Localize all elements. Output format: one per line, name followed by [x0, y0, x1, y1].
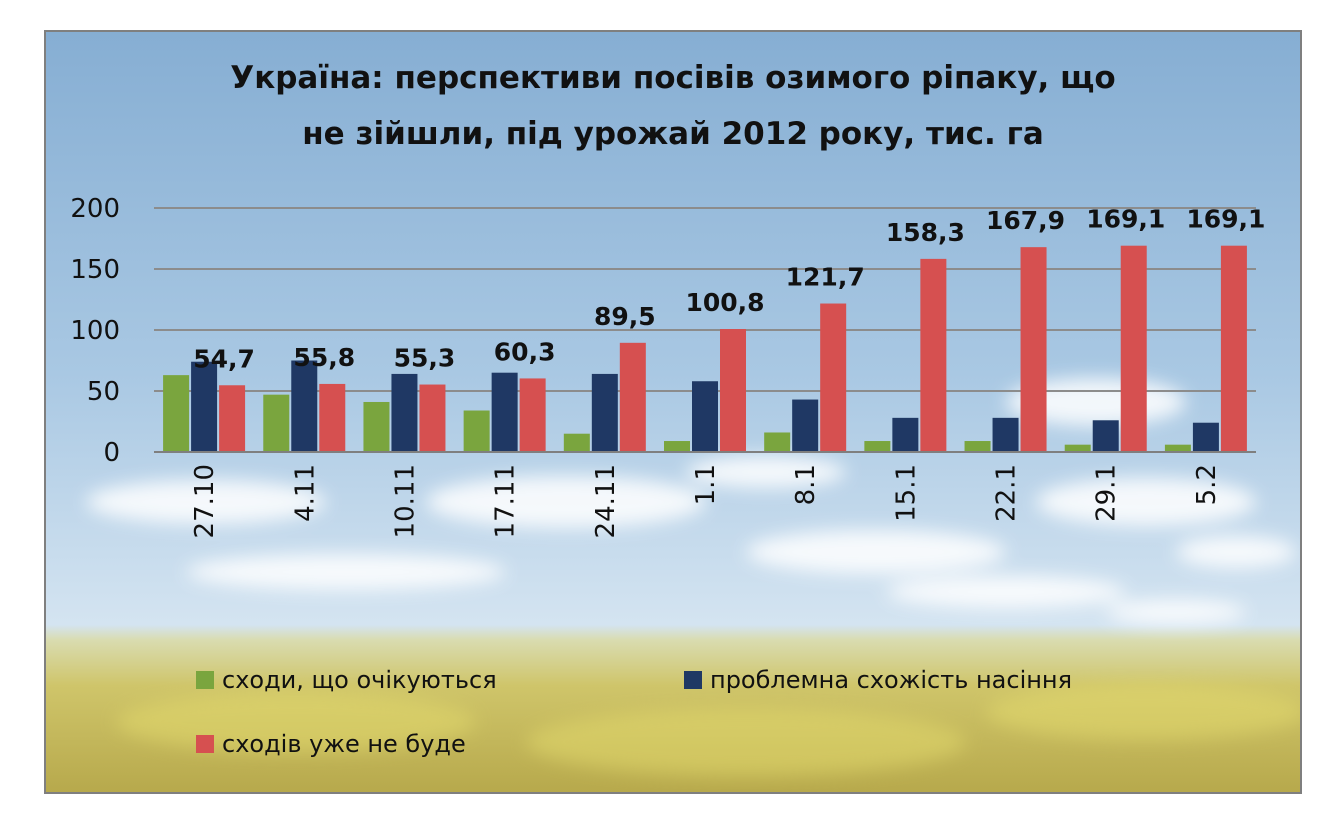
legend-item-lost: сходів уже не буде: [196, 730, 466, 758]
legend-swatch-problem: [684, 671, 702, 689]
bar-s3-8.1: [820, 303, 847, 452]
x-tick-label: 22.1: [992, 464, 1022, 522]
bar-s3-29.1: [1120, 245, 1147, 452]
data-label: 60,3: [494, 337, 556, 366]
data-label: 89,5: [594, 302, 656, 331]
bar-s1-1.1: [664, 441, 690, 452]
bar-s1-27.10: [163, 375, 190, 452]
bar-s1-29.1: [1064, 444, 1091, 452]
bar-s3-5.2: [1220, 245, 1247, 452]
bar-s2-8.1: [792, 399, 819, 452]
data-label: 167,9: [986, 206, 1065, 235]
x-tick-label: 8.1: [791, 464, 821, 505]
bar-s1-4.11: [263, 394, 290, 452]
bar-s2-24.11: [591, 373, 618, 452]
data-label: 121,7: [786, 263, 865, 292]
bar-s3-15.1: [920, 258, 947, 452]
bar-s3-1.1: [720, 329, 746, 452]
data-label: 100,8: [685, 288, 764, 317]
bar-s2-27.10: [191, 361, 218, 452]
data-label: 54,7: [193, 344, 255, 373]
bar-s1-24.11: [563, 433, 590, 452]
bar-s1-8.1: [764, 432, 791, 452]
data-label: 55,3: [394, 344, 456, 373]
y-tick-label: 0: [103, 438, 120, 468]
bar-s3-27.10: [219, 385, 246, 452]
chart-title-line-1: Україна: перспективи посівів озимого ріп…: [230, 60, 1116, 96]
y-tick-label: 200: [70, 194, 120, 224]
x-tick-label: 15.1: [891, 464, 921, 522]
legend-label-expected: сходи, що очікуються: [222, 666, 497, 694]
bar-s2-1.1: [692, 381, 718, 452]
x-tick-label: 29.1: [1092, 464, 1122, 522]
bar-s1-5.2: [1164, 444, 1191, 452]
data-label: 158,3: [886, 218, 965, 247]
bar-s2-10.11: [391, 373, 418, 452]
sky-field-background: [46, 32, 1300, 792]
x-tick-label: 10.11: [390, 464, 420, 538]
chart-title-line-2: не зійшли, під урожай 2012 року, тис. га: [302, 116, 1044, 152]
data-label: 169,1: [1186, 205, 1265, 234]
x-tick-label: 27.10: [190, 464, 220, 538]
x-tick-label: 4.11: [290, 464, 320, 522]
bar-s2-15.1: [892, 417, 919, 452]
data-label: 55,8: [293, 343, 355, 372]
y-tick-label: 150: [70, 255, 120, 285]
x-tick-label: 24.11: [591, 464, 621, 538]
legend-item-expected: сходи, що очікуються: [196, 666, 497, 694]
bar-s1-10.11: [363, 401, 390, 452]
legend-label-lost: сходів уже не буде: [222, 730, 466, 758]
bar-s3-10.11: [419, 384, 446, 452]
legend-swatch-lost: [196, 735, 214, 753]
x-tick-label: 5.2: [1192, 464, 1222, 505]
bar-s1-22.1: [964, 441, 991, 452]
bar-s3-24.11: [619, 342, 646, 452]
bar-chart: 200 150 100 50 0 54,7 27.10 55,8 4.11 55,3 10.11 60…: [70, 194, 1265, 538]
y-tick-label: 50: [87, 377, 120, 407]
bar-s2-5.2: [1192, 422, 1219, 452]
y-tick-label: 100: [70, 316, 120, 346]
chart-frame: Україна: перспективи посівів озимого ріп…: [44, 30, 1302, 794]
bar-s2-22.1: [992, 417, 1019, 452]
legend-swatch-expected: [196, 671, 214, 689]
legend-item-problem: проблемна схожість насіння: [684, 666, 1072, 694]
data-label: 169,1: [1086, 205, 1165, 234]
bar-s1-17.11: [463, 410, 490, 452]
legend-label-problem: проблемна схожість насіння: [710, 666, 1073, 694]
bar-s2-4.11: [291, 360, 318, 452]
bar-s3-22.1: [1020, 247, 1047, 452]
bar-s3-17.11: [519, 378, 546, 452]
bar-s1-15.1: [864, 441, 891, 452]
bar-s2-17.11: [491, 372, 518, 452]
x-tick-label: 1.1: [691, 464, 721, 505]
bar-s2-29.1: [1092, 420, 1119, 452]
x-tick-label: 17.11: [491, 464, 521, 538]
bar-s3-4.11: [319, 383, 346, 452]
